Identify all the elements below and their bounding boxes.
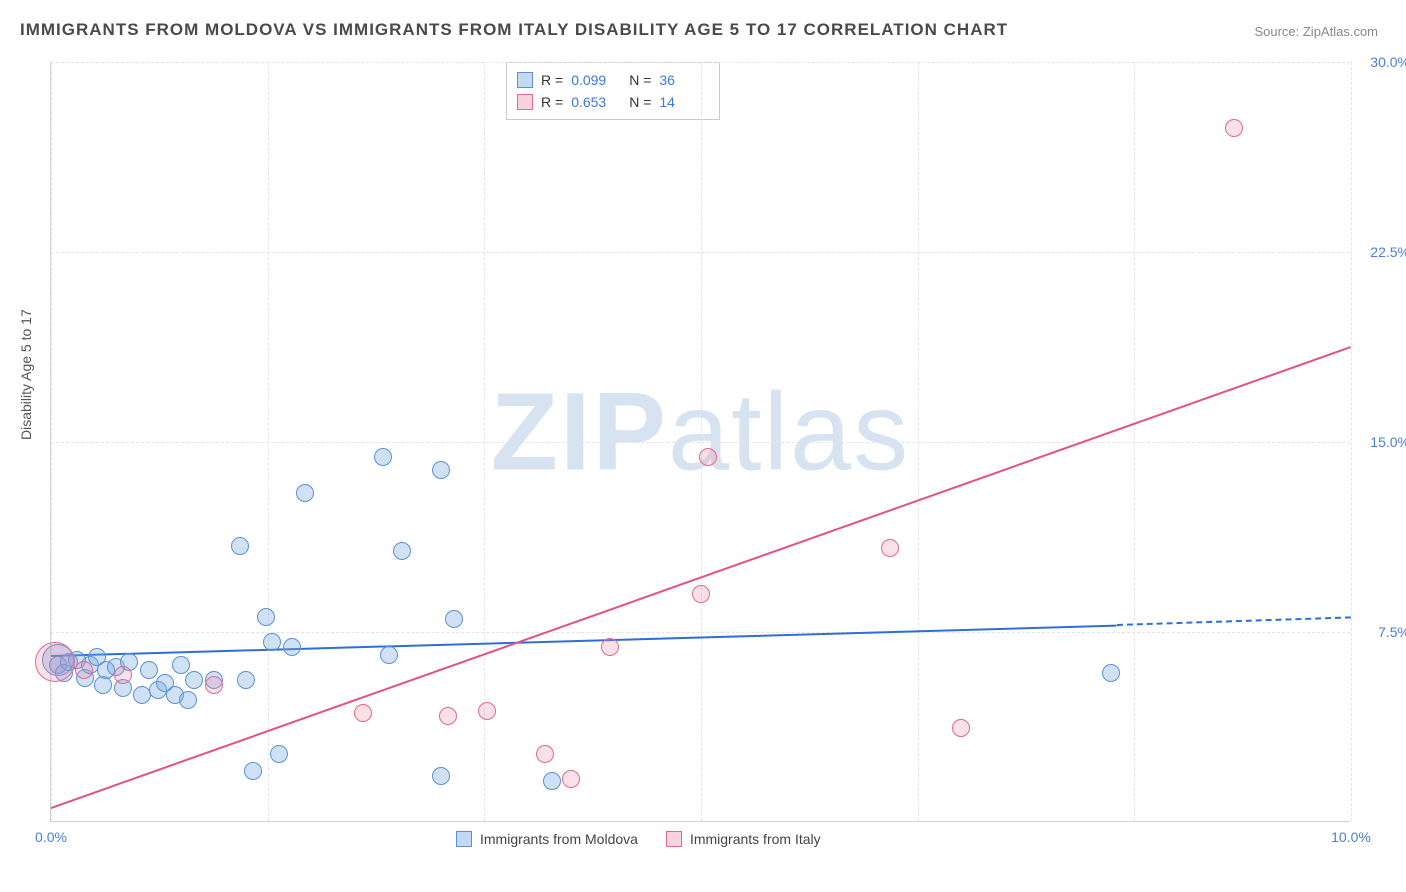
- r-label: R =: [541, 94, 563, 110]
- legend-item-moldova: Immigrants from Moldova: [456, 831, 638, 847]
- y-tick-label: 15.0%: [1355, 434, 1406, 450]
- legend-label-italy: Immigrants from Italy: [690, 831, 821, 847]
- data-point-moldova: [445, 610, 463, 628]
- data-point-moldova: [432, 461, 450, 479]
- data-point-moldova: [270, 745, 288, 763]
- data-point-italy: [205, 676, 223, 694]
- data-point-italy: [952, 719, 970, 737]
- swatch-moldova-icon: [517, 72, 533, 88]
- trendline: [51, 624, 1117, 657]
- data-point-moldova: [283, 638, 301, 656]
- data-point-moldova: [185, 671, 203, 689]
- data-point-italy: [478, 702, 496, 720]
- stats-row-moldova: R = 0.099 N = 36: [517, 69, 709, 91]
- r-label: R =: [541, 72, 563, 88]
- legend-item-italy: Immigrants from Italy: [666, 831, 821, 847]
- data-point-moldova: [393, 542, 411, 560]
- data-point-moldova: [244, 762, 262, 780]
- source-text: Source: ZipAtlas.com: [1254, 24, 1378, 39]
- x-tick-label: 10.0%: [1331, 829, 1371, 845]
- data-point-italy: [699, 448, 717, 466]
- r-value-moldova: 0.099: [571, 72, 621, 88]
- data-point-moldova: [543, 772, 561, 790]
- y-tick-label: 7.5%: [1355, 624, 1406, 640]
- data-point-moldova: [1102, 664, 1120, 682]
- gridline-vertical: [51, 62, 52, 821]
- data-point-moldova: [172, 656, 190, 674]
- gridline-vertical: [1134, 62, 1135, 821]
- chart-plot-area: ZIPatlas R = 0.099 N = 36 R = 0.653 N = …: [50, 62, 1350, 822]
- data-point-italy: [439, 707, 457, 725]
- y-tick-label: 22.5%: [1355, 244, 1406, 260]
- data-point-moldova: [296, 484, 314, 502]
- data-point-italy: [35, 642, 75, 682]
- data-point-italy: [562, 770, 580, 788]
- n-label: N =: [629, 72, 651, 88]
- r-value-italy: 0.653: [571, 94, 621, 110]
- gridline-vertical: [1351, 62, 1352, 821]
- n-label: N =: [629, 94, 651, 110]
- x-tick-label: 0.0%: [35, 829, 67, 845]
- data-point-italy: [354, 704, 372, 722]
- data-point-moldova: [263, 633, 281, 651]
- data-point-italy: [536, 745, 554, 763]
- swatch-italy-icon: [517, 94, 533, 110]
- data-point-italy: [601, 638, 619, 656]
- swatch-moldova-icon: [456, 831, 472, 847]
- data-point-moldova: [257, 608, 275, 626]
- data-point-moldova: [94, 676, 112, 694]
- gridline-vertical: [268, 62, 269, 821]
- legend-label-moldova: Immigrants from Moldova: [480, 831, 638, 847]
- data-point-italy: [75, 661, 93, 679]
- data-point-moldova: [380, 646, 398, 664]
- y-tick-label: 30.0%: [1355, 54, 1406, 70]
- y-axis-label: Disability Age 5 to 17: [18, 309, 34, 440]
- data-point-moldova: [179, 691, 197, 709]
- data-point-italy: [692, 585, 710, 603]
- trendline-extrapolated: [1117, 617, 1351, 627]
- data-point-italy: [1225, 119, 1243, 137]
- data-point-moldova: [432, 767, 450, 785]
- stats-row-italy: R = 0.653 N = 14: [517, 91, 709, 113]
- chart-title: IMMIGRANTS FROM MOLDOVA VS IMMIGRANTS FR…: [20, 20, 1008, 40]
- stats-legend: R = 0.099 N = 36 R = 0.653 N = 14: [506, 62, 720, 120]
- data-point-moldova: [231, 537, 249, 555]
- gridline-vertical: [918, 62, 919, 821]
- data-point-italy: [881, 539, 899, 557]
- data-point-moldova: [140, 661, 158, 679]
- series-legend: Immigrants from Moldova Immigrants from …: [456, 831, 821, 847]
- gridline-vertical: [701, 62, 702, 821]
- data-point-moldova: [374, 448, 392, 466]
- data-point-moldova: [237, 671, 255, 689]
- swatch-italy-icon: [666, 831, 682, 847]
- data-point-italy: [114, 666, 132, 684]
